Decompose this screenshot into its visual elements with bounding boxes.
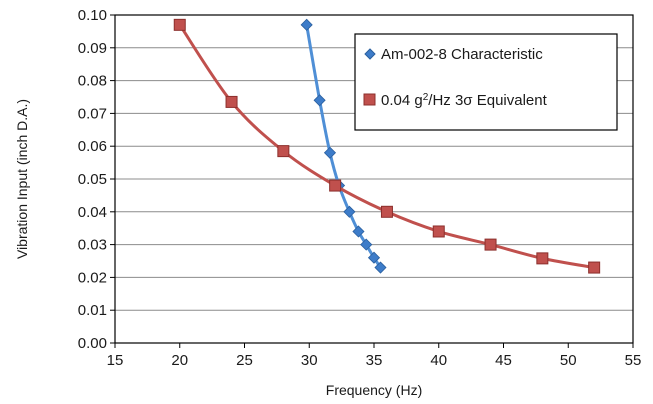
data-point-square <box>225 95 238 108</box>
data-point-diamond <box>323 146 337 159</box>
data-point-square <box>432 225 445 238</box>
series-1 <box>173 18 601 274</box>
y-tick-label: 0.10 <box>78 7 107 24</box>
legend-marker-diamond <box>364 48 376 60</box>
y-tick-label: 0.03 <box>78 237 107 254</box>
legend-label-post: /Hz 3σ Equivalent <box>428 92 547 109</box>
x-tick-label: 20 <box>171 352 188 369</box>
x-tick-label: 55 <box>625 352 642 369</box>
data-point-diamond <box>352 225 365 238</box>
data-point-square <box>329 179 342 192</box>
x-tick-label: 15 <box>107 352 124 369</box>
legend-label-pre: 0.04 g <box>381 92 423 109</box>
x-tick-label: 35 <box>366 352 383 369</box>
y-tick-label: 0.04 <box>78 204 107 221</box>
legend-label-sup: 2 <box>423 92 429 103</box>
data-point-square <box>277 145 290 158</box>
data-point-diamond <box>343 205 356 218</box>
data-point-square <box>484 238 497 251</box>
y-tick-label: 0.01 <box>78 302 107 319</box>
data-point-diamond <box>360 238 373 251</box>
legend-marker-square <box>363 93 376 106</box>
x-tick-label: 30 <box>301 352 318 369</box>
y-tick-label: 0.02 <box>78 269 107 286</box>
y-tick-label: 0.07 <box>78 105 107 122</box>
series-layer <box>173 18 601 274</box>
y-axis-title: Vibration Input (inch D.A.) <box>14 99 30 259</box>
y-tick-label: 0.09 <box>78 40 107 57</box>
x-tick-label: 50 <box>560 352 577 369</box>
legend-label-am-002-8: Am-002-8 Characteristic <box>381 46 543 63</box>
data-point-square <box>173 18 186 31</box>
data-point-square <box>380 205 393 218</box>
x-axis-title: Frequency (Hz) <box>326 382 422 398</box>
data-point-diamond <box>374 261 387 274</box>
legend: Am-002-8 Characteristic 0.04 g2/Hz 3σ Eq… <box>354 33 618 131</box>
legend-label-equivalent: 0.04 g2/Hz 3σ Equivalent <box>381 92 548 110</box>
y-tick-label: 0.00 <box>78 335 107 352</box>
y-tick-label: 0.06 <box>78 138 107 155</box>
x-tick-label: 40 <box>430 352 447 369</box>
y-axis: 0.00 0.01 0.02 0.03 0.04 0.05 0.06 0.07 0.08 0.09… <box>78 7 115 352</box>
x-tick-label: 45 <box>495 352 512 369</box>
x-axis: 15 20 25 30 35 40 45 50 55 <box>107 343 642 369</box>
legend-box <box>354 33 618 131</box>
data-point-square <box>536 252 549 265</box>
y-tick-label: 0.08 <box>78 73 107 90</box>
x-tick-label: 25 <box>236 352 253 369</box>
data-point-square <box>588 261 601 274</box>
y-tick-label: 0.05 <box>78 171 107 188</box>
data-point-diamond <box>367 251 381 264</box>
data-point-diamond <box>300 18 313 31</box>
data-point-diamond <box>313 94 326 107</box>
